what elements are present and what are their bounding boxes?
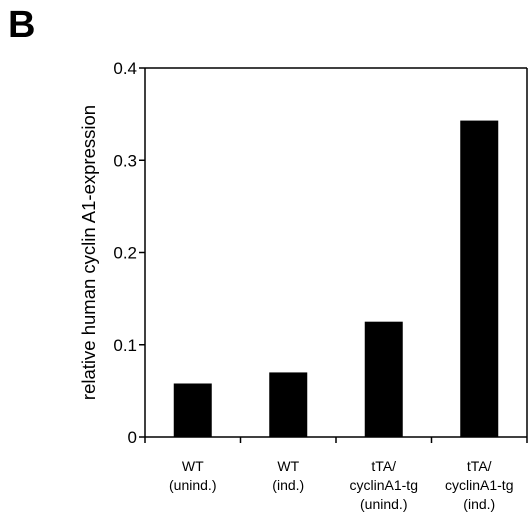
x-category-label: cyclinA1-tg: [445, 477, 513, 493]
x-category-label: (ind.): [463, 496, 495, 512]
y-tick-label: 0.3: [113, 151, 137, 170]
x-category-label: (ind.): [272, 477, 304, 493]
y-axis-label-group: relative human cyclin A1-expression: [78, 105, 99, 400]
x-category-label: WT: [277, 458, 299, 474]
bar: [269, 372, 308, 437]
y-tick-label: 0.2: [113, 244, 137, 263]
y-tick-label: 0.1: [113, 336, 137, 355]
bars: [173, 120, 499, 438]
ticks: 0 0.1 0.2 0.3 0.4: [113, 59, 528, 447]
y-tick-label: 0: [128, 428, 137, 447]
x-category-label: WT: [182, 458, 204, 474]
y-tick-label: 0.4: [113, 59, 137, 78]
bar: [173, 383, 212, 437]
x-category-label: tTA/: [371, 458, 396, 474]
x-category-label: tTA/: [467, 458, 492, 474]
y-axis-label: relative human cyclin A1-expression: [78, 105, 99, 400]
x-category-label: (unind.): [360, 496, 407, 512]
panel-label: B: [8, 4, 36, 46]
x-category-label: cyclinA1-tg: [350, 477, 418, 493]
bar: [364, 321, 403, 437]
bar: [460, 120, 499, 438]
x-category-label: (unind.): [169, 477, 216, 493]
category-labels: WT (unind.) WT (ind.) tTA/cyclinA1-tg (unind.…: [169, 458, 513, 512]
